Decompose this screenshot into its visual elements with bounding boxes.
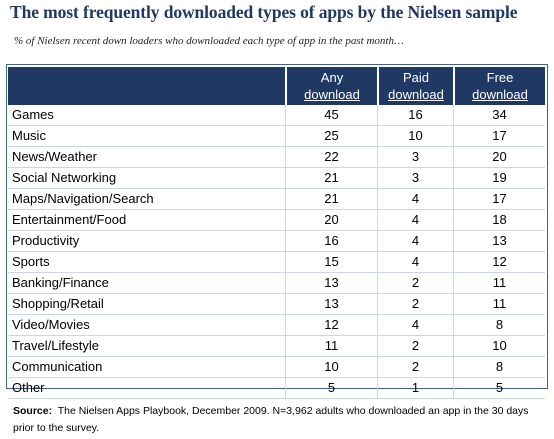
free-download-value: 5: [453, 378, 545, 399]
paid-download-value: 4: [377, 189, 453, 210]
paid-download-value: 4: [377, 315, 453, 336]
any-download-value: 25: [285, 126, 377, 147]
table-row: Games 45 16 34: [8, 105, 545, 126]
paid-download-value: 10: [377, 126, 453, 147]
table-row: Video/Movies 12 4 8: [8, 315, 545, 336]
table-row: Maps/Navigation/Search 21 4 17: [8, 189, 545, 210]
row-category-label: Other: [8, 378, 285, 399]
table-row: Communication 10 2 8: [8, 357, 545, 378]
source-text: The Nielsen Apps Playbook, December 2009…: [13, 405, 529, 434]
free-download-value: 8: [453, 357, 545, 378]
paid-download-value: 1: [377, 378, 453, 399]
row-category-label: Productivity: [8, 231, 285, 252]
header-row: Any download Paid download Free download: [8, 67, 545, 105]
row-category-label: Banking/Finance: [8, 273, 285, 294]
free-download-value: 19: [453, 168, 545, 189]
header-any-download: Any download: [285, 67, 377, 105]
table-row: Banking/Finance 13 2 11: [8, 273, 545, 294]
header-any-line2: download: [304, 87, 360, 102]
paid-download-value: 2: [377, 273, 453, 294]
header-paid-line1: Paid: [402, 70, 430, 85]
paid-download-value: 16: [377, 105, 453, 126]
free-download-value: 18: [453, 210, 545, 231]
any-download-value: 21: [285, 168, 377, 189]
table-row: Sports 15 4 12: [8, 252, 545, 273]
free-download-value: 17: [453, 126, 545, 147]
paid-download-value: 2: [377, 357, 453, 378]
table-row: Other 5 1 5: [8, 378, 545, 399]
any-download-value: 10: [285, 357, 377, 378]
row-category-label: Entertainment/Food: [8, 210, 285, 231]
chart-title: The most frequently downloaded types of …: [10, 2, 518, 22]
row-category-label: News/Weather: [8, 147, 285, 168]
table-row: Travel/Lifestyle 11 2 10: [8, 336, 545, 357]
any-download-value: 5: [285, 378, 377, 399]
paid-download-value: 3: [377, 147, 453, 168]
paid-download-value: 3: [377, 168, 453, 189]
chart-subtitle: % of Nielsen recent down loaders who dow…: [14, 35, 404, 47]
any-download-value: 15: [285, 252, 377, 273]
data-table: Any download Paid download Free download…: [8, 67, 545, 399]
free-download-value: 17: [453, 189, 545, 210]
table-frame: [6, 64, 548, 389]
source-note: Source: The Nielsen Apps Playbook, Decem…: [13, 403, 543, 437]
row-category-label: Video/Movies: [8, 315, 285, 336]
row-category-label: Games: [8, 105, 285, 126]
table-body: Games 45 16 34 Music 25 10 17 News/Weather 22 3 20 S…: [8, 105, 545, 399]
source-label: Source:: [13, 405, 53, 417]
any-download-value: 21: [285, 189, 377, 210]
free-download-value: 34: [453, 105, 545, 126]
any-download-value: 12: [285, 315, 377, 336]
free-download-value: 20: [453, 147, 545, 168]
paid-download-value: 4: [377, 231, 453, 252]
free-download-value: 12: [453, 252, 545, 273]
header-free-line2: download: [472, 87, 528, 102]
any-download-value: 20: [285, 210, 377, 231]
table-row: Entertainment/Food 20 4 18: [8, 210, 545, 231]
paid-download-value: 2: [377, 336, 453, 357]
any-download-value: 45: [285, 105, 377, 126]
free-download-value: 13: [453, 231, 545, 252]
paid-download-value: 2: [377, 294, 453, 315]
paid-download-value: 4: [377, 210, 453, 231]
header-paid-line2: download: [388, 87, 444, 102]
free-download-value: 8: [453, 315, 545, 336]
row-category-label: Communication: [8, 357, 285, 378]
free-download-value: 10: [453, 336, 545, 357]
free-download-value: 11: [453, 273, 545, 294]
header-category: [8, 67, 285, 105]
header-any-line1: Any: [320, 70, 344, 85]
row-category-label: Music: [8, 126, 285, 147]
table-row: Productivity 16 4 13: [8, 231, 545, 252]
header-free-download: Free download: [453, 67, 545, 105]
row-category-label: Sports: [8, 252, 285, 273]
any-download-value: 11: [285, 336, 377, 357]
table-row: News/Weather 22 3 20: [8, 147, 545, 168]
header-free-line1: Free: [486, 70, 514, 85]
any-download-value: 22: [285, 147, 377, 168]
row-category-label: Travel/Lifestyle: [8, 336, 285, 357]
any-download-value: 13: [285, 273, 377, 294]
paid-download-value: 4: [377, 252, 453, 273]
row-category-label: Maps/Navigation/Search: [8, 189, 285, 210]
table-row: Social Networking 21 3 19: [8, 168, 545, 189]
free-download-value: 11: [453, 294, 545, 315]
header-paid-download: Paid download: [377, 67, 453, 105]
row-category-label: Shopping/Retail: [8, 294, 285, 315]
table-row: Music 25 10 17: [8, 126, 545, 147]
row-category-label: Social Networking: [8, 168, 285, 189]
any-download-value: 16: [285, 231, 377, 252]
table-row: Shopping/Retail 13 2 11: [8, 294, 545, 315]
any-download-value: 13: [285, 294, 377, 315]
